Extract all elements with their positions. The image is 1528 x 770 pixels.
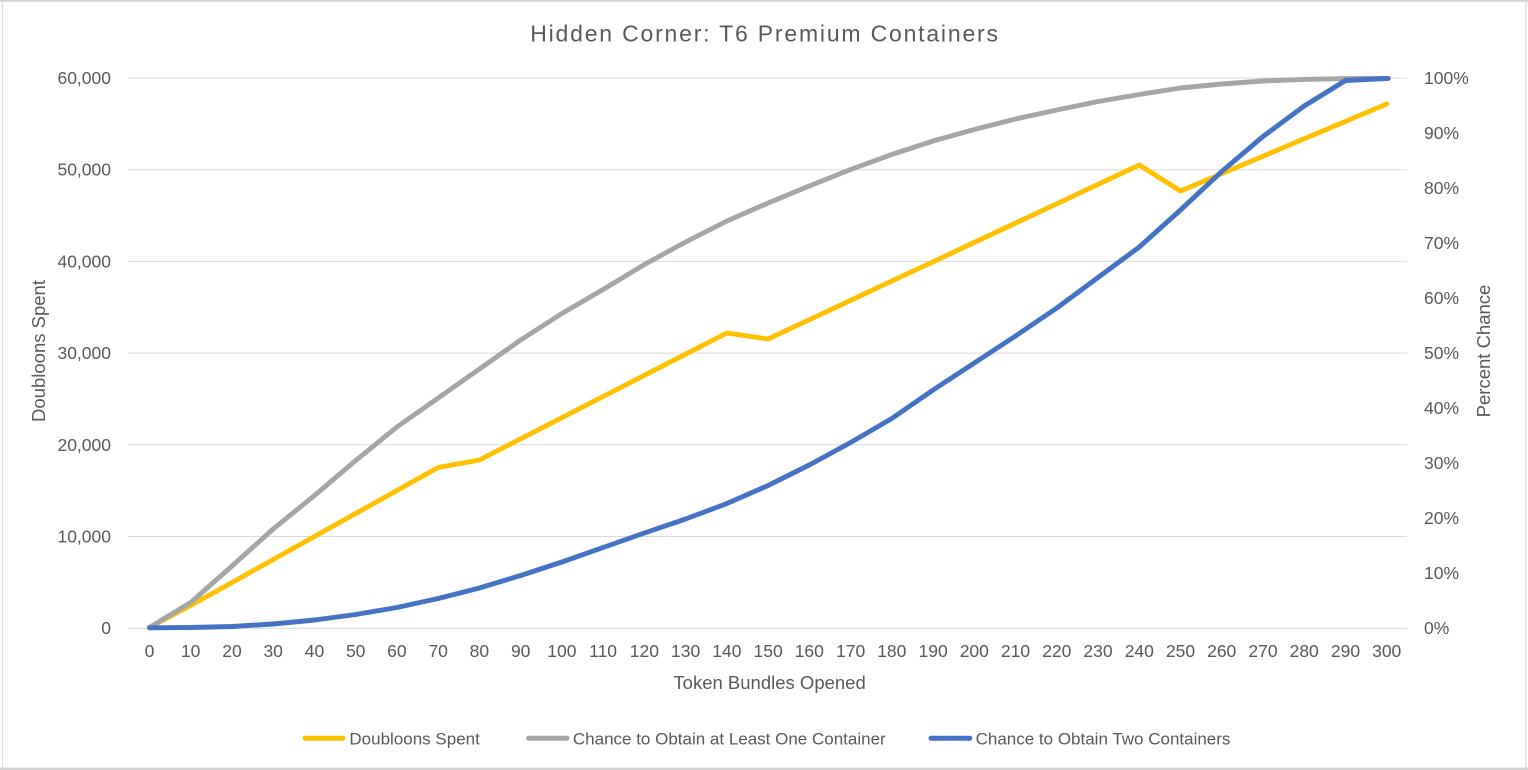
svg-text:300: 300 (1372, 641, 1401, 661)
svg-text:Hidden Corner: T6 Premium Cont: Hidden Corner: T6 Premium Containers (530, 21, 1000, 47)
svg-text:Chance to Obtain Two Container: Chance to Obtain Two Containers (976, 729, 1231, 748)
svg-text:70: 70 (428, 641, 448, 661)
svg-text:40: 40 (305, 641, 325, 661)
svg-text:40%: 40% (1424, 398, 1459, 418)
svg-text:260: 260 (1207, 641, 1236, 661)
svg-text:Chance to Obtain at Least One: Chance to Obtain at Least One Container (573, 729, 886, 748)
svg-text:60%: 60% (1424, 288, 1459, 308)
svg-text:Token Bundles Opened: Token Bundles Opened (673, 672, 865, 693)
svg-text:20%: 20% (1424, 508, 1459, 528)
svg-text:230: 230 (1083, 641, 1112, 661)
svg-text:70%: 70% (1424, 233, 1459, 253)
svg-text:50,000: 50,000 (57, 160, 111, 180)
svg-text:150: 150 (753, 641, 782, 661)
svg-text:140: 140 (712, 641, 741, 661)
svg-text:20,000: 20,000 (57, 435, 111, 455)
svg-text:60: 60 (387, 641, 407, 661)
svg-text:160: 160 (795, 641, 824, 661)
svg-text:110: 110 (589, 641, 617, 661)
svg-text:180: 180 (877, 641, 906, 661)
svg-text:100: 100 (547, 641, 576, 661)
svg-text:240: 240 (1125, 641, 1154, 661)
svg-text:50: 50 (346, 641, 366, 661)
svg-text:250: 250 (1166, 641, 1195, 661)
svg-text:170: 170 (836, 641, 865, 661)
svg-text:200: 200 (960, 641, 989, 661)
svg-text:0%: 0% (1424, 618, 1449, 638)
svg-text:30%: 30% (1424, 453, 1459, 473)
svg-text:210: 210 (1001, 641, 1030, 661)
svg-text:0: 0 (145, 641, 155, 661)
svg-text:30: 30 (263, 641, 283, 661)
svg-text:30,000: 30,000 (57, 343, 111, 363)
svg-text:130: 130 (671, 641, 700, 661)
svg-text:80%: 80% (1424, 178, 1459, 198)
svg-text:Doubloons Spent: Doubloons Spent (349, 729, 480, 748)
svg-text:90: 90 (511, 641, 531, 661)
svg-text:100%: 100% (1424, 68, 1469, 88)
svg-text:20: 20 (222, 641, 242, 661)
svg-text:Doubloons Spent: Doubloons Spent (28, 280, 49, 422)
svg-text:80: 80 (470, 641, 490, 661)
svg-text:90%: 90% (1424, 123, 1459, 143)
svg-text:220: 220 (1042, 641, 1071, 661)
svg-text:60,000: 60,000 (57, 68, 111, 88)
svg-text:10: 10 (181, 641, 201, 661)
svg-text:290: 290 (1331, 641, 1360, 661)
svg-text:50%: 50% (1424, 343, 1459, 363)
svg-text:270: 270 (1248, 641, 1277, 661)
svg-text:40,000: 40,000 (57, 251, 111, 271)
svg-text:Percent Chance: Percent Chance (1473, 285, 1494, 418)
svg-text:120: 120 (630, 641, 659, 661)
svg-text:0: 0 (101, 618, 111, 638)
svg-text:280: 280 (1290, 641, 1319, 661)
svg-text:10%: 10% (1424, 563, 1459, 583)
svg-text:10,000: 10,000 (57, 527, 111, 547)
svg-text:190: 190 (918, 641, 947, 661)
